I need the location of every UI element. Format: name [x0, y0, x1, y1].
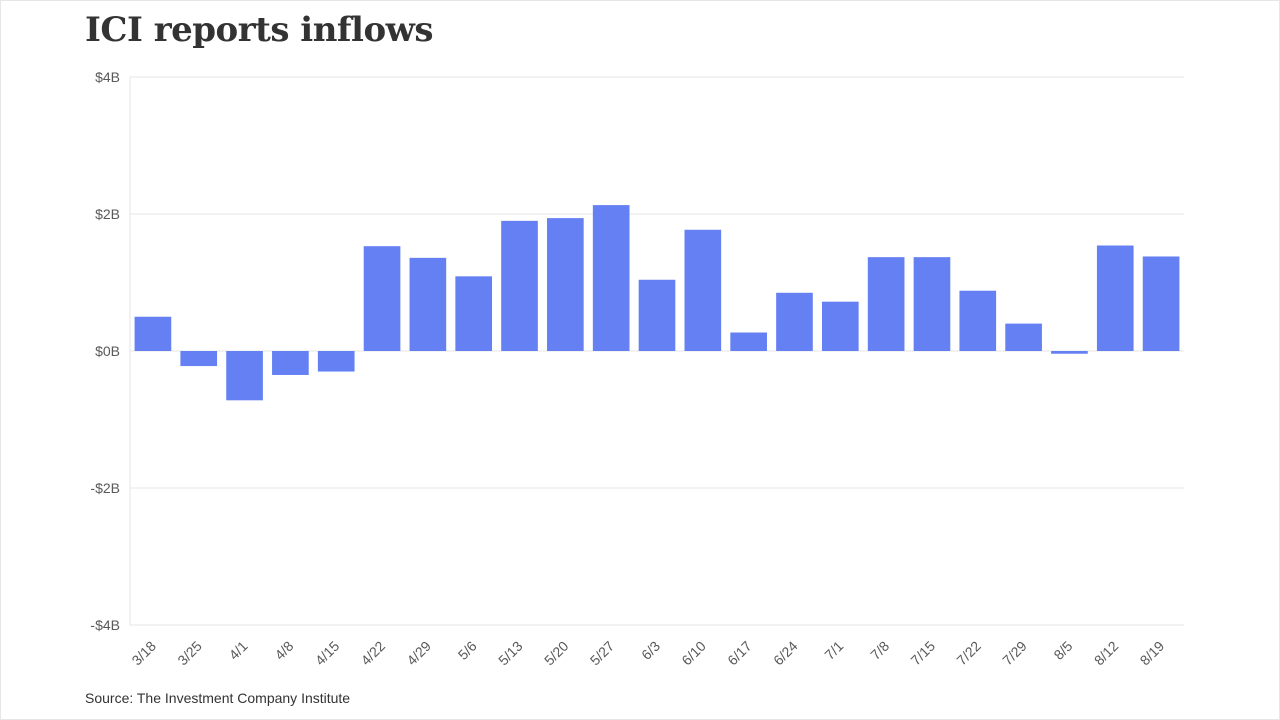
bar-6-17	[730, 332, 767, 351]
x-tick-label: 3/25	[174, 638, 205, 669]
y-tick-label: -$2B	[90, 480, 120, 496]
y-axis-tick-labels: $4B $2B $0B -$2B -$4B	[90, 69, 120, 633]
x-tick-label: 4/15	[312, 638, 343, 669]
bar-4-1	[226, 351, 263, 401]
bar-chart: $4B $2B $0B -$2B -$4B 3/18 3/25 4/1 4/8 4/15 4/22…	[90, 69, 1184, 669]
bar-3-18	[134, 316, 172, 351]
x-tick-label: 8/5	[1050, 638, 1075, 663]
bar-5-20	[547, 218, 584, 351]
bar-4-15	[317, 351, 355, 372]
x-tick-label: 4/29	[403, 638, 434, 669]
x-tick-label: 5/27	[587, 638, 618, 669]
x-tick-label: 6/3	[638, 638, 663, 663]
bar-8-12	[1096, 245, 1134, 351]
x-tick-label: 4/8	[271, 638, 296, 663]
x-axis-tick-labels: 3/18 3/25 4/1 4/8 4/15 4/22 4/29 5/6 5/13 5/20 5/2…	[128, 638, 1167, 669]
y-tick-label: -$4B	[90, 617, 120, 633]
x-tick-label: 7/8	[867, 638, 892, 663]
bar-5-13	[501, 220, 538, 351]
x-tick-label: 4/1	[226, 638, 251, 663]
bar-8-5	[1051, 351, 1088, 354]
bars	[134, 205, 1180, 401]
y-tick-label: $0B	[95, 343, 120, 359]
chart-title: ICI reports inflows	[85, 10, 434, 50]
bar-3-25	[180, 351, 218, 367]
bar-8-19	[1142, 256, 1180, 351]
x-tick-label: 7/15	[907, 638, 938, 669]
bar-6-24	[776, 292, 813, 351]
bar-5-27	[592, 205, 630, 351]
bar-7-8	[867, 257, 905, 351]
x-tick-label: 7/1	[821, 638, 846, 663]
x-tick-label: 5/6	[455, 638, 480, 663]
bar-4-22	[363, 246, 401, 351]
x-tick-label: 3/18	[128, 638, 159, 669]
bar-6-3	[638, 279, 676, 351]
x-tick-label: 5/13	[495, 638, 526, 669]
y-tick-label: $4B	[95, 69, 120, 85]
y-tick-label: $2B	[95, 206, 120, 222]
x-tick-label: 8/12	[1091, 638, 1122, 669]
bar-7-1	[821, 301, 859, 351]
x-tick-label: 6/17	[724, 638, 755, 669]
x-tick-label: 7/22	[953, 638, 984, 669]
bar-4-8	[272, 351, 309, 375]
x-tick-label: 4/22	[358, 638, 389, 669]
bar-5-6	[455, 276, 493, 351]
bar-7-15	[913, 257, 951, 351]
x-tick-label: 6/10	[678, 638, 709, 669]
x-tick-label: 8/19	[1137, 638, 1168, 669]
bar-7-22	[959, 290, 997, 351]
source-note: Source: The Investment Company Institute	[85, 690, 351, 706]
bar-7-29	[1005, 323, 1042, 351]
x-tick-label: 7/29	[999, 638, 1030, 669]
bar-4-29	[409, 257, 447, 351]
bar-6-10	[684, 229, 722, 351]
x-tick-label: 5/20	[541, 638, 572, 669]
x-tick-label: 6/24	[770, 638, 801, 669]
